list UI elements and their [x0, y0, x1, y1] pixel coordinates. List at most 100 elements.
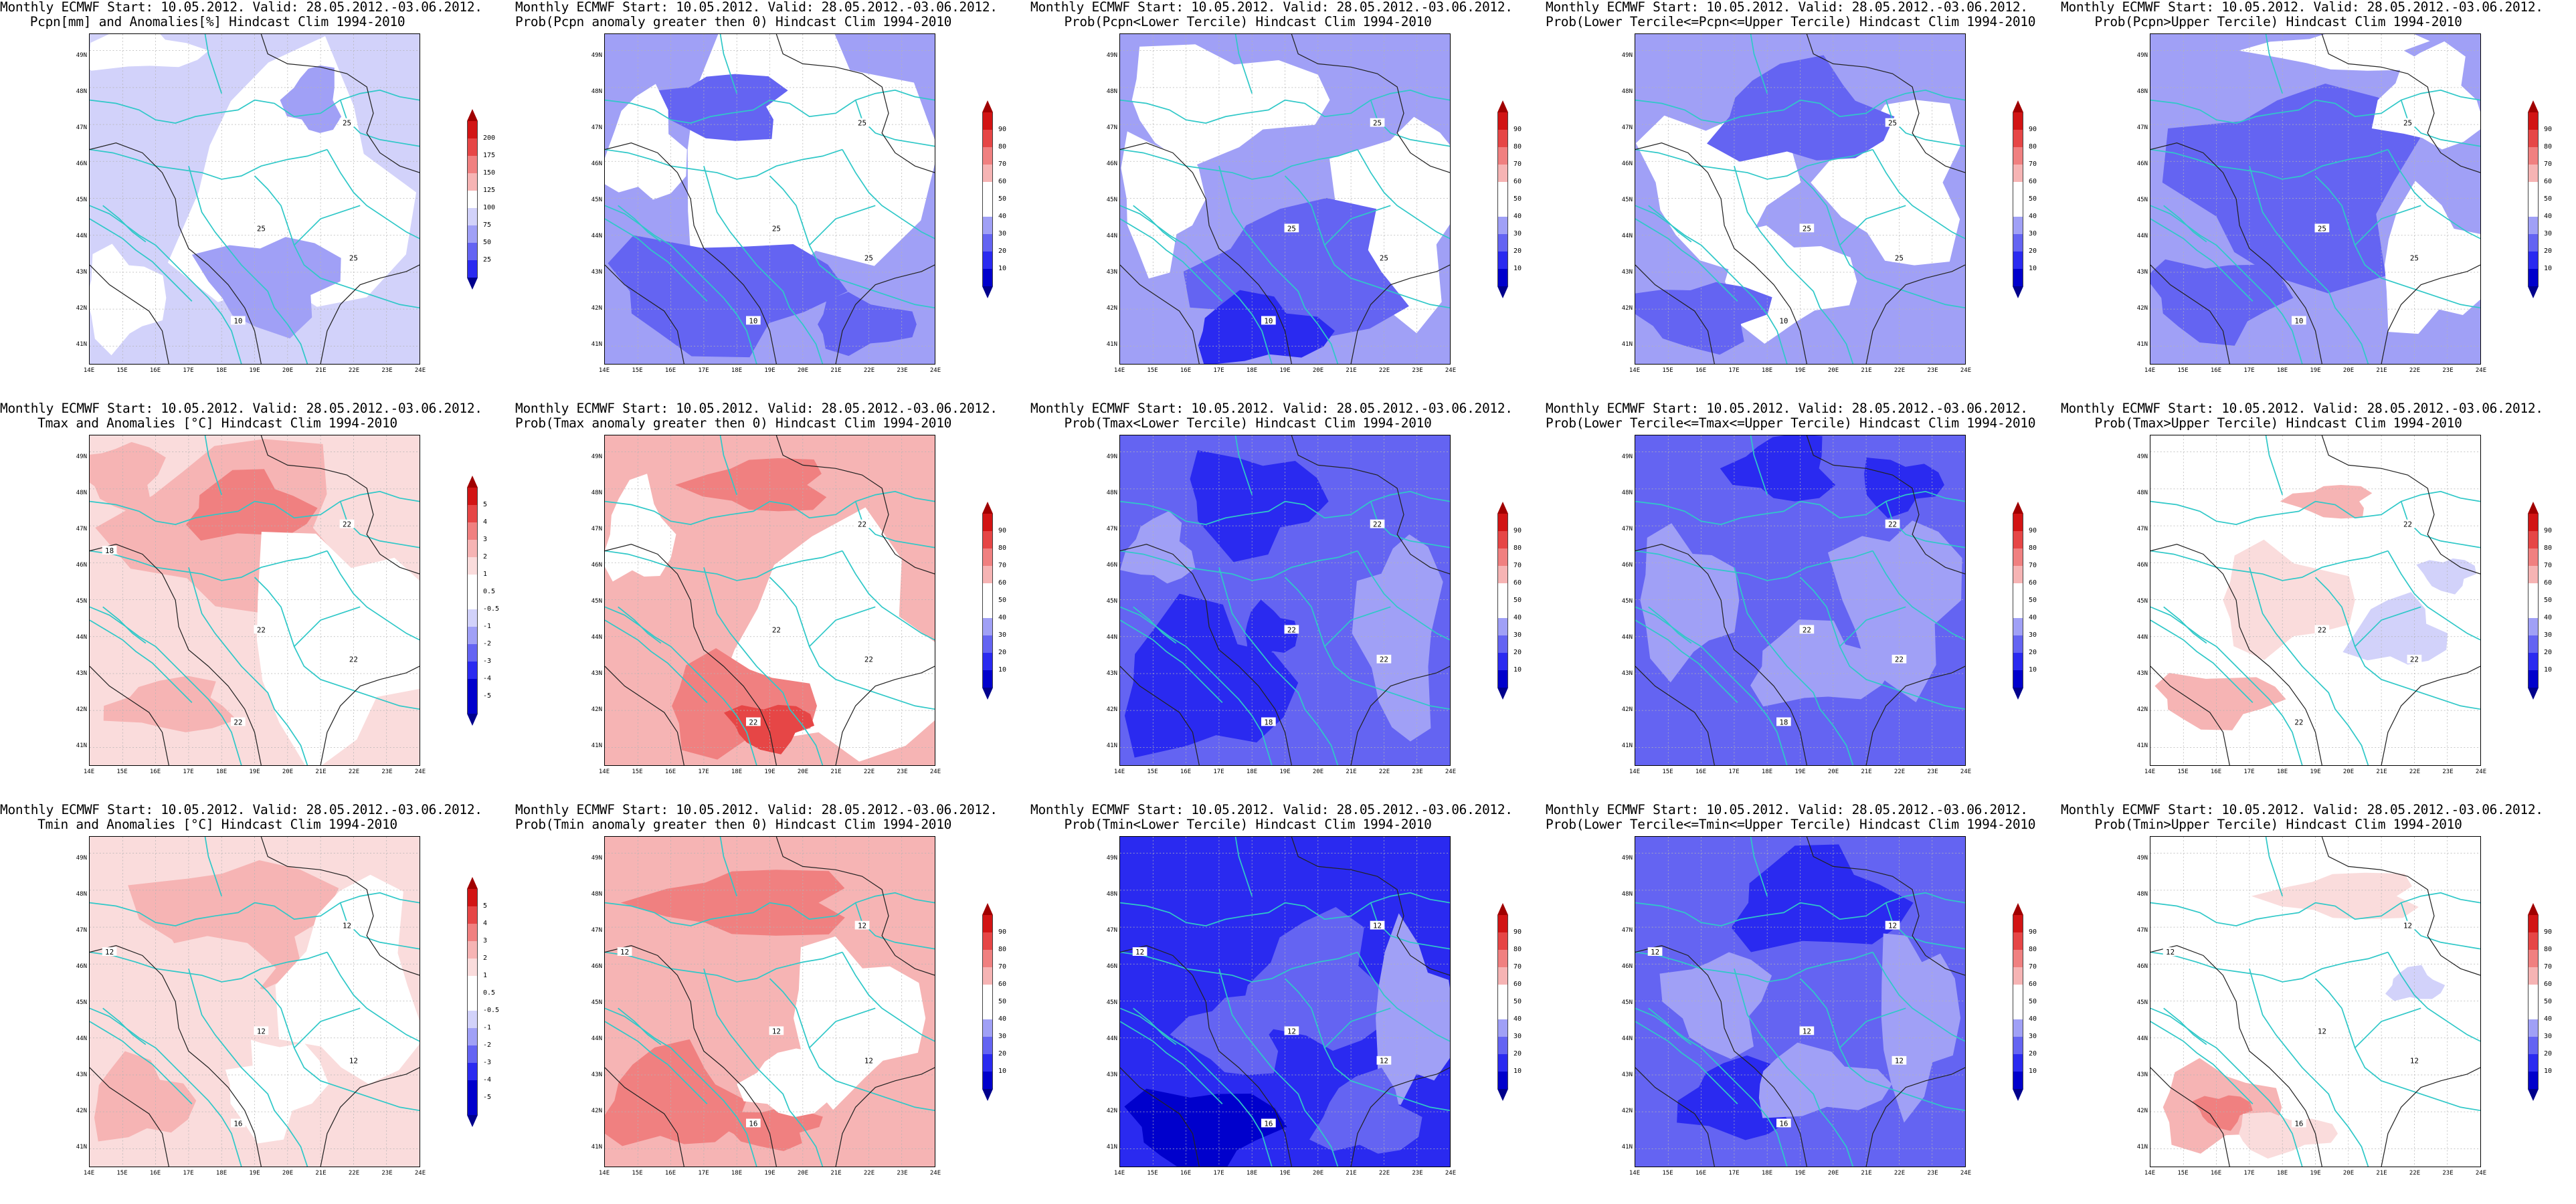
colorbar-swatch — [2013, 181, 2023, 199]
colorbar-max-arrow — [982, 100, 993, 112]
climatology-contour — [90, 945, 262, 1167]
climatology-contour — [605, 142, 777, 364]
contour-label-box — [2407, 1056, 2422, 1065]
colorbar-label: 80 — [1513, 142, 1522, 150]
latitude-tick-label: 46N — [1621, 161, 1633, 167]
colorbar-swatch — [1497, 949, 1508, 967]
colorbar-swatch — [467, 1045, 478, 1063]
colorbar-swatch — [982, 268, 993, 286]
colorbar-swatch — [467, 120, 478, 138]
colorbar-label: -2 — [483, 639, 492, 647]
coastline-border — [605, 205, 757, 364]
longitude-tick-label: 22E — [1894, 367, 1906, 374]
colorbar-label: 20 — [998, 1049, 1007, 1058]
colorbar-max-arrow — [2013, 100, 2023, 112]
latitude-tick-label: 43N — [1621, 269, 1633, 276]
colorbar-swatch — [982, 652, 993, 670]
colorbar-swatch — [2528, 617, 2539, 635]
anomaly-region — [1731, 844, 1914, 952]
latitude-tick-label: 47N — [2136, 526, 2148, 532]
map-panel: Monthly ECMWF Start: 10.05.2012. Valid: … — [2061, 0, 2576, 401]
colorbar-swatch — [982, 548, 993, 566]
colorbar-label: 40 — [2029, 212, 2037, 220]
coastline-border — [769, 577, 935, 710]
colorbar — [2013, 902, 2023, 1101]
coastline-border — [327, 550, 420, 641]
climatology-contour — [835, 1067, 935, 1167]
map-panel: Monthly ECMWF Start: 10.05.2012. Valid: … — [515, 0, 1030, 401]
anomaly-region — [1329, 116, 1450, 334]
coastline-border — [605, 550, 843, 581]
map-panel: Monthly ECMWF Start: 10.05.2012. Valid: … — [1546, 0, 2061, 401]
contour-label-box — [769, 223, 784, 233]
colorbar-label: 50 — [1513, 596, 1522, 604]
latitude-tick-label: 43N — [591, 1072, 602, 1078]
longitude-tick-label: 14E — [1113, 1170, 1125, 1177]
colorbar-label: 60 — [1513, 579, 1522, 587]
colorbar-swatch — [2528, 233, 2539, 252]
longitude-tick-label: 20E — [282, 769, 294, 775]
climatology-contour — [1865, 666, 1965, 765]
colorbar-swatch — [2013, 233, 2023, 252]
colorbar-label: 40 — [998, 1015, 1007, 1023]
colorbar-label: 50 — [2544, 997, 2553, 1005]
contour-label-box — [2292, 717, 2306, 726]
coastline-border — [1324, 205, 1391, 246]
anomaly-region — [793, 936, 926, 1110]
map-area: 22 22 22 22 — [604, 435, 935, 766]
colorbar-swatch — [982, 932, 993, 950]
colorbar-swatch — [1497, 932, 1508, 950]
coastline-border — [90, 218, 193, 302]
panel-title: Monthly ECMWF Start: 10.05.2012. Valid: … — [0, 401, 482, 431]
colorbar-swatch — [982, 635, 993, 653]
latitude-tick-label: 41N — [76, 341, 87, 348]
longitude-tick-label: 24E — [1960, 1170, 1972, 1177]
longitude-tick-label: 19E — [2310, 769, 2321, 775]
latitude-tick-label: 42N — [76, 305, 87, 312]
colorbar-swatch — [2528, 635, 2539, 653]
colorbar-swatch — [2013, 1054, 2023, 1072]
panel-title: Monthly ECMWF Start: 10.05.2012. Valid: … — [2061, 0, 2543, 29]
longitude-tick-label: 14E — [2144, 769, 2156, 775]
map-svg: 25 25 25 10 — [2150, 34, 2480, 364]
latitude-tick-label: 48N — [1106, 891, 1117, 898]
latitude-tick-label: 47N — [1621, 124, 1633, 131]
latitude-tick-label: 49N — [1106, 52, 1117, 59]
colorbar-label: -2 — [483, 1041, 492, 1049]
coastline-border — [605, 89, 935, 124]
coastline-border — [1133, 606, 1177, 644]
coastline-border — [1635, 951, 1873, 983]
contour-label: 12 — [1287, 1027, 1296, 1035]
map-svg: 25 25 25 10 — [1120, 34, 1450, 364]
colorbar-swatch — [467, 260, 478, 278]
longitude-tick-label: 15E — [1662, 1170, 1673, 1177]
contour-label: 16 — [234, 1119, 242, 1128]
climatology-contour — [1865, 264, 1965, 364]
colorbar-max-arrow — [467, 108, 478, 121]
colorbar-swatch — [2013, 216, 2023, 234]
colorbar-label: 80 — [2544, 544, 2553, 552]
colorbar-swatch — [2528, 216, 2539, 234]
longitude-tick-label: 23E — [1412, 1170, 1423, 1177]
panel-title: Monthly ECMWF Start: 10.05.2012. Valid: … — [0, 802, 482, 832]
contour-label: 25 — [2403, 119, 2412, 128]
contour-label: 22 — [1287, 625, 1296, 634]
coastline-border — [90, 951, 328, 983]
contour-label-box — [2407, 253, 2422, 262]
colorbar-swatch — [982, 1036, 993, 1054]
coastline-border — [204, 837, 223, 897]
longitude-tick-label: 22E — [2409, 769, 2421, 775]
latitude-tick-label: 44N — [76, 1035, 87, 1042]
coastline-border — [1218, 968, 1339, 1167]
contour-label-box — [346, 654, 361, 664]
coastline-border — [1750, 34, 1768, 94]
coastline-border — [339, 902, 420, 950]
longitude-tick-label: 22E — [1378, 769, 1390, 775]
colorbar-swatch — [982, 984, 993, 1002]
contour-label: 10 — [2294, 316, 2303, 325]
anomaly-region — [2150, 259, 2294, 346]
latitude-tick-label: 44N — [2136, 233, 2148, 239]
colorbar-label: 50 — [998, 596, 1007, 604]
longitude-tick-label: 16E — [1695, 1170, 1707, 1177]
coastline-border — [1648, 1007, 1692, 1045]
